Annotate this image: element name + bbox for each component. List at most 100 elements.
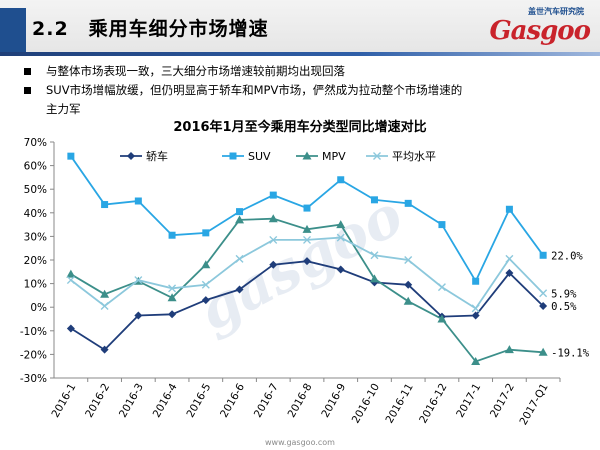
data-point — [201, 296, 210, 305]
data-point — [369, 274, 379, 283]
data-point — [67, 152, 75, 160]
data-point — [336, 265, 345, 274]
data-point — [100, 289, 110, 298]
data-point — [100, 345, 109, 354]
data-point — [235, 215, 245, 224]
data-point — [538, 347, 548, 356]
x-tick-label: 2017-1 — [454, 381, 483, 419]
legend-marker — [127, 152, 135, 160]
data-point — [403, 296, 413, 305]
end-value-label: 5.9% — [551, 288, 577, 300]
bullet-item-continued: 主力军 — [22, 100, 582, 119]
x-tick-label: 2017-Q1 — [517, 382, 550, 428]
data-point — [302, 224, 312, 233]
data-point — [269, 191, 277, 199]
data-point — [269, 260, 278, 269]
data-point — [167, 293, 177, 302]
data-point — [268, 214, 278, 223]
data-point — [370, 196, 378, 204]
y-tick-label: 20% — [24, 255, 47, 267]
y-tick-label: 0% — [30, 302, 47, 314]
data-point — [66, 324, 75, 333]
y-tick-label: 50% — [24, 184, 47, 196]
data-point — [370, 251, 379, 260]
x-tick-label: 2016-11 — [383, 382, 415, 426]
data-point — [539, 289, 548, 298]
data-point — [471, 311, 480, 320]
data-point — [336, 220, 346, 229]
bullet-text: 主力军 — [46, 102, 81, 116]
chart-title: 2016年1月至今乘用车分类型同比增速对比 — [173, 120, 427, 135]
gasgoo-logo: 盖世汽车研究院 Gasgoo — [460, 6, 591, 50]
data-point — [235, 285, 244, 294]
bullet-text: 与整体市场表现一致，三大细分市场增速较前期均出现回落 — [46, 64, 345, 78]
data-point — [66, 269, 76, 278]
data-point — [404, 199, 412, 207]
x-tick-label: 2016-8 — [286, 382, 315, 420]
data-point — [269, 235, 278, 244]
legend-label: 平均水平 — [392, 150, 436, 163]
data-point — [201, 280, 210, 289]
section-title: 2.2 乘用车细分市场增速 — [32, 18, 269, 40]
x-tick-label: 2016-2 — [83, 382, 112, 420]
legend-marker — [302, 151, 312, 160]
y-tick-label: -20% — [20, 349, 47, 361]
data-point — [202, 229, 210, 237]
header-accent-box — [0, 8, 26, 52]
x-tick-label: 2016-4 — [151, 381, 180, 419]
data-point — [505, 205, 513, 213]
footer-url: www.gasgoo.com — [265, 438, 335, 447]
data-point — [134, 197, 142, 205]
x-tick-label: 2016-3 — [117, 382, 146, 420]
bullet-item: SUV市场增幅放缓，但仍明显高于轿车和MPV市场，俨然成为拉动整个市场增速的 — [22, 81, 582, 100]
data-point — [404, 256, 413, 264]
y-tick-label: -30% — [20, 373, 47, 385]
data-point — [471, 356, 481, 365]
x-tick-label: 2016-1 — [49, 382, 78, 420]
data-point — [134, 276, 143, 285]
end-value-label: -19.1% — [551, 347, 590, 359]
data-point — [336, 233, 345, 242]
bullet-item: 与整体市场表现一致，三大细分市场增速较前期均出现回落 — [22, 62, 582, 81]
data-point — [539, 251, 547, 259]
bullet-square-icon — [24, 68, 31, 75]
data-point — [168, 284, 177, 293]
data-point — [236, 208, 244, 216]
x-tick-label: 2016-6 — [218, 381, 247, 419]
bullet-list: 与整体市场表现一致，三大细分市场增速较前期均出现回落 SUV市场增幅放缓，但仍明… — [22, 62, 582, 119]
y-tick-label: 60% — [24, 161, 47, 173]
data-point — [100, 302, 109, 311]
data-point — [504, 345, 514, 354]
data-point — [471, 304, 480, 313]
data-point — [505, 268, 514, 277]
legend-marker — [229, 152, 237, 160]
data-point — [337, 176, 345, 184]
bullet-text: SUV市场增幅放缓，但仍明显高于轿车和MPV市场，俨然成为拉动整个市场增速的 — [46, 83, 463, 97]
legend-label: 轿车 — [146, 149, 168, 163]
data-point — [303, 235, 311, 244]
data-point — [472, 277, 480, 285]
end-value-label: 22.0% — [551, 250, 583, 262]
data-point — [168, 231, 176, 239]
y-tick-label: 30% — [24, 231, 47, 243]
data-point — [201, 260, 211, 269]
data-point — [134, 311, 143, 320]
data-point — [539, 302, 548, 311]
data-point — [235, 254, 244, 263]
logo-subtitle: 盖世汽车研究院 — [528, 7, 584, 16]
data-point — [505, 254, 514, 263]
end-value-label: 0.5% — [551, 301, 577, 313]
y-tick-label: 10% — [24, 279, 47, 291]
data-point — [66, 276, 75, 285]
y-tick-label: -10% — [20, 326, 47, 338]
legend-label: MPV — [322, 150, 346, 163]
legend-label: SUV — [248, 150, 271, 163]
data-point — [303, 204, 311, 212]
data-point — [404, 280, 413, 289]
header-bar — [0, 0, 600, 52]
header-rule — [0, 52, 600, 56]
legend-marker — [373, 152, 381, 160]
data-point — [303, 257, 311, 266]
series-line-3 — [70, 236, 544, 310]
